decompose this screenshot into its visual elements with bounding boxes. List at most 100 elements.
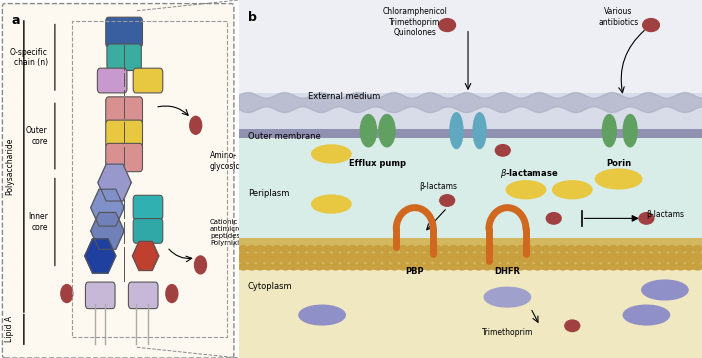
Polygon shape	[91, 212, 124, 250]
Circle shape	[194, 256, 206, 274]
Circle shape	[550, 246, 559, 252]
Text: $\beta$-lactamase: $\beta$-lactamase	[500, 167, 558, 180]
Text: Amino-
glycosides: Amino- glycosides	[210, 151, 250, 171]
Ellipse shape	[473, 113, 486, 149]
Polygon shape	[85, 239, 116, 273]
Circle shape	[684, 256, 693, 263]
Bar	[239, 270, 702, 358]
Circle shape	[331, 246, 340, 252]
Circle shape	[290, 246, 298, 252]
Circle shape	[256, 263, 264, 270]
Circle shape	[609, 256, 618, 263]
Ellipse shape	[450, 113, 463, 149]
Circle shape	[500, 246, 508, 252]
Circle shape	[660, 246, 668, 252]
Circle shape	[609, 263, 618, 270]
Circle shape	[635, 253, 642, 259]
Circle shape	[517, 246, 525, 252]
Circle shape	[626, 253, 635, 259]
Circle shape	[496, 145, 510, 156]
Circle shape	[265, 246, 272, 252]
Circle shape	[668, 263, 676, 270]
Circle shape	[643, 246, 651, 252]
Circle shape	[639, 213, 654, 224]
Circle shape	[331, 263, 340, 270]
Text: Various
antibiotics: Various antibiotics	[599, 7, 639, 26]
Polygon shape	[98, 164, 131, 201]
Ellipse shape	[623, 305, 670, 325]
Circle shape	[458, 263, 466, 270]
Circle shape	[239, 246, 248, 252]
Circle shape	[441, 246, 449, 252]
Ellipse shape	[299, 305, 345, 325]
Circle shape	[340, 246, 348, 252]
Circle shape	[626, 256, 635, 263]
Ellipse shape	[623, 115, 637, 147]
Ellipse shape	[379, 115, 395, 147]
Circle shape	[458, 256, 466, 263]
Circle shape	[407, 263, 416, 270]
Circle shape	[576, 263, 584, 270]
Circle shape	[432, 263, 441, 270]
Circle shape	[323, 256, 331, 263]
Circle shape	[458, 253, 466, 259]
Circle shape	[576, 246, 584, 252]
Circle shape	[432, 256, 441, 263]
Circle shape	[567, 256, 576, 263]
Circle shape	[475, 263, 483, 270]
Circle shape	[525, 263, 534, 270]
Circle shape	[550, 256, 559, 263]
Circle shape	[399, 246, 407, 252]
Text: Lipid A: Lipid A	[5, 316, 14, 342]
Circle shape	[525, 256, 534, 263]
Circle shape	[248, 253, 256, 259]
Circle shape	[273, 246, 281, 252]
Circle shape	[660, 253, 668, 259]
Circle shape	[550, 263, 559, 270]
Ellipse shape	[484, 287, 531, 307]
Circle shape	[525, 246, 534, 252]
Circle shape	[298, 256, 306, 263]
Circle shape	[491, 256, 500, 263]
FancyBboxPatch shape	[106, 120, 143, 148]
Circle shape	[348, 256, 357, 263]
Circle shape	[525, 253, 534, 259]
Text: Cationic
antimicrobial
peptides
Polymixin: Cationic antimicrobial peptides Polymixi…	[210, 219, 256, 246]
FancyBboxPatch shape	[2, 4, 234, 358]
FancyBboxPatch shape	[133, 195, 163, 220]
Circle shape	[273, 263, 281, 270]
Circle shape	[491, 253, 500, 259]
Circle shape	[314, 263, 323, 270]
Circle shape	[407, 253, 416, 259]
Circle shape	[584, 263, 592, 270]
Circle shape	[248, 263, 256, 270]
Text: Trimethoprim: Trimethoprim	[482, 328, 533, 338]
Circle shape	[190, 116, 201, 134]
Circle shape	[306, 246, 314, 252]
Circle shape	[323, 263, 331, 270]
Polygon shape	[133, 242, 159, 270]
Circle shape	[166, 285, 178, 303]
Circle shape	[256, 253, 264, 259]
Circle shape	[306, 253, 314, 259]
Circle shape	[693, 253, 701, 259]
Circle shape	[677, 263, 684, 270]
Text: DHFR: DHFR	[494, 267, 520, 276]
Text: External medium: External medium	[308, 92, 380, 101]
Circle shape	[491, 263, 500, 270]
Circle shape	[449, 263, 458, 270]
Circle shape	[449, 246, 458, 252]
Circle shape	[626, 263, 635, 270]
Circle shape	[643, 256, 651, 263]
Text: a: a	[12, 14, 20, 27]
FancyBboxPatch shape	[86, 282, 115, 309]
Circle shape	[273, 256, 281, 263]
Polygon shape	[91, 189, 124, 226]
Circle shape	[618, 253, 626, 259]
Circle shape	[592, 246, 601, 252]
Circle shape	[382, 263, 390, 270]
Circle shape	[365, 246, 373, 252]
Circle shape	[441, 263, 449, 270]
Circle shape	[677, 253, 684, 259]
Circle shape	[643, 253, 651, 259]
